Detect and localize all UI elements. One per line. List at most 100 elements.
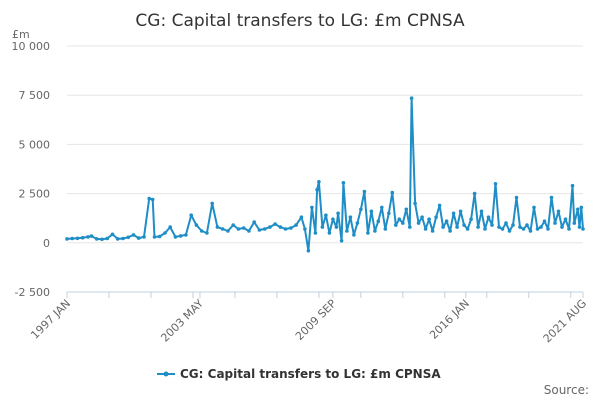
data-point: [273, 222, 277, 226]
y-tick-label: -2 500: [15, 286, 50, 299]
data-point: [397, 217, 402, 221]
data-point: [369, 209, 374, 214]
data-point: [390, 190, 395, 195]
series-line: [66, 97, 584, 252]
data-point: [472, 191, 477, 196]
data-point: [70, 236, 74, 241]
data-point: [289, 226, 293, 230]
data-point: [86, 235, 90, 239]
data-point: [497, 225, 501, 229]
data-point: [317, 180, 321, 184]
data-point: [199, 229, 204, 233]
data-point: [131, 233, 136, 237]
data-point: [507, 229, 512, 233]
data-point: [581, 227, 585, 231]
data-point: [257, 228, 262, 232]
data-point: [448, 229, 452, 233]
data-point: [373, 229, 377, 233]
y-tick-label: 7 500: [19, 89, 51, 102]
data-point: [383, 227, 388, 231]
x-tick-label: 2003 MAY: [158, 297, 206, 345]
y-tick-label: 0: [43, 237, 50, 250]
data-point: [152, 235, 157, 239]
data-point: [226, 229, 230, 233]
data-point: [511, 223, 515, 227]
y-tick-label: 10 000: [12, 40, 51, 53]
x-tick-label: 2021 AUG: [541, 297, 590, 346]
data-point: [168, 225, 172, 229]
data-point: [157, 234, 162, 239]
data-point: [380, 205, 384, 210]
data-point: [570, 183, 575, 188]
x-axis: 1997 JAN 2003 MAY 2009 SEP 2016 JAN 2021 AUG: [28, 291, 590, 346]
data-point: [483, 227, 487, 231]
data-point: [121, 236, 125, 241]
data-point: [514, 195, 519, 200]
data-point: [352, 233, 356, 237]
data-point: [579, 205, 584, 210]
data-point: [173, 235, 178, 239]
data-point: [525, 223, 529, 227]
data-point: [556, 209, 561, 214]
data-point: [306, 248, 311, 253]
data-point: [560, 225, 564, 229]
data-point: [542, 219, 547, 223]
data-point: [94, 237, 99, 241]
data-point: [458, 209, 463, 214]
data-point: [115, 237, 120, 241]
x-tick-label: 2009 SEP: [293, 297, 339, 343]
data-point: [313, 231, 318, 235]
legend-marker: [163, 371, 169, 377]
data-point: [320, 225, 325, 229]
data-point: [413, 201, 417, 206]
data-point: [184, 233, 188, 237]
data-point: [348, 215, 353, 219]
data-point: [268, 225, 272, 229]
data-point: [420, 215, 424, 219]
data-point: [504, 221, 508, 225]
data-point: [416, 221, 421, 225]
legend-label: CG: Capital transfers to LG: £m CPNSA: [180, 367, 441, 381]
data-point: [376, 219, 381, 223]
data-point: [110, 232, 115, 237]
x-tick-label: 2016 JAN: [427, 297, 472, 342]
data-point: [451, 211, 456, 216]
data-point: [404, 207, 409, 212]
data-point: [387, 211, 391, 216]
data-point: [423, 227, 428, 231]
data-point: [469, 217, 473, 221]
data-point: [455, 225, 459, 229]
data-point: [194, 223, 199, 227]
legend[interactable]: CG: Capital transfers to LG: £m CPNSA: [157, 367, 441, 381]
data-point: [100, 237, 104, 242]
y-axis-unit-label: £m: [12, 28, 30, 41]
data-point: [136, 236, 141, 240]
data-point: [210, 201, 214, 206]
data-point: [576, 207, 580, 212]
data-point: [528, 229, 533, 233]
data-point: [359, 207, 363, 212]
data-point: [150, 197, 155, 202]
data-point: [205, 231, 209, 235]
data-point: [126, 235, 130, 240]
data-point: [553, 221, 557, 225]
data-point: [147, 196, 151, 201]
data-point: [427, 217, 431, 221]
gridlines: [67, 45, 583, 293]
data-point: [315, 187, 319, 192]
data-point: [394, 223, 398, 227]
data-point: [178, 234, 183, 238]
data-point: [577, 225, 582, 229]
data-point: [339, 239, 344, 243]
data-point: [493, 182, 498, 186]
data-point: [324, 213, 328, 217]
data-point: [105, 236, 109, 241]
data-point: [345, 229, 349, 233]
data-point: [434, 215, 438, 219]
data-point: [294, 223, 298, 227]
chart-title: CG: Capital transfers to LG: £m CPNSA: [135, 11, 465, 31]
source-label[interactable]: Source:: [544, 383, 589, 397]
y-axis-ticks: -2 500 0 2 500 5 000 7 500 10 000: [12, 40, 51, 299]
data-point: [549, 195, 554, 200]
